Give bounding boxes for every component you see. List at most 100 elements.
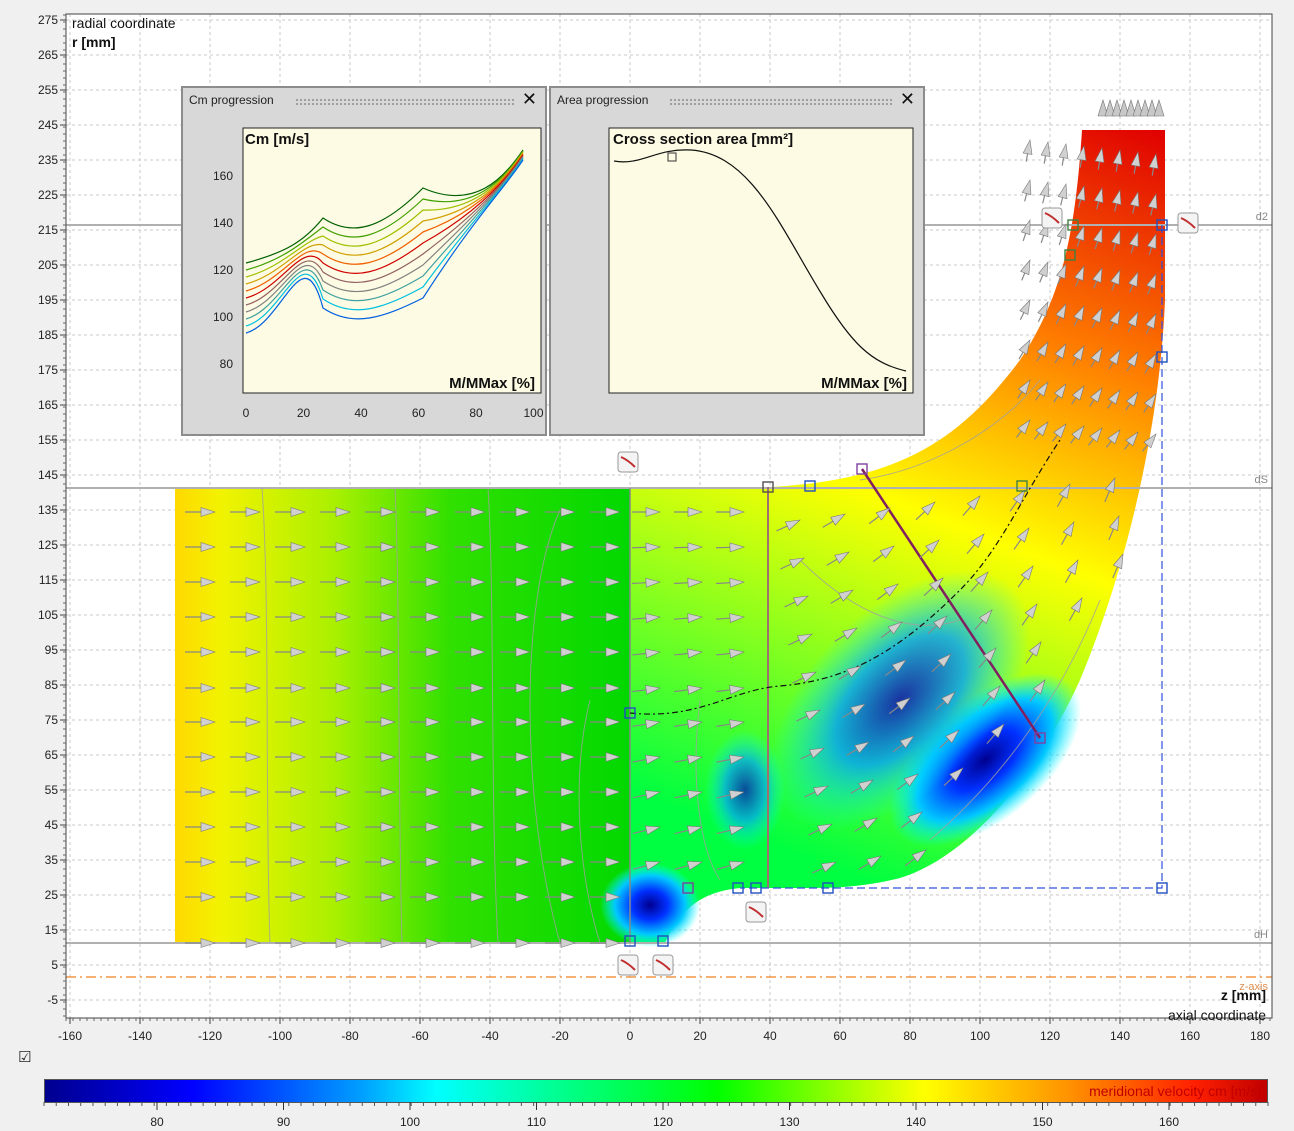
control-point-handle[interactable]: [657, 935, 669, 947]
edit-curve-icon[interactable]: [617, 451, 639, 473]
velocity-arrow: [974, 609, 993, 631]
y-tick-label: 235: [38, 153, 58, 167]
x-tick-label: -120: [198, 1029, 222, 1043]
velocity-arrow: [455, 647, 486, 657]
velocity-arrow: [365, 683, 396, 693]
area-progression-panel[interactable]: Area progression ✕ Cross section area [m…: [549, 86, 925, 436]
toggle-checkbox-icon[interactable]: ☑: [18, 1048, 32, 1066]
velocity-arrow: [320, 577, 351, 587]
edit-icons[interactable]: [617, 207, 1199, 976]
control-point-handle[interactable]: [1064, 249, 1076, 261]
cm-ylabel: Cm [m/s]: [245, 131, 309, 148]
edit-curve-icon[interactable]: [617, 954, 639, 976]
edit-curve-icon[interactable]: [1177, 212, 1199, 234]
control-point-handle[interactable]: [1016, 480, 1028, 492]
cm-x-tick: 0: [243, 406, 250, 420]
velocity-arrow: [876, 583, 899, 601]
velocity-arrow: [365, 787, 396, 797]
velocity-arrow: [1021, 179, 1032, 202]
velocity-arrow: [1108, 515, 1120, 541]
outlet-arrow: [1146, 98, 1158, 117]
velocity-arrow: [455, 717, 486, 727]
control-point-handle[interactable]: [1156, 219, 1168, 231]
velocity-arrow: [1054, 343, 1067, 364]
y-tick-label: 25: [45, 888, 59, 902]
velocity-arrow: [410, 938, 441, 948]
control-point-handle[interactable]: [804, 480, 816, 492]
x-tick-label: -20: [551, 1029, 569, 1043]
cm-curve: [245, 153, 524, 292]
control-point-handle[interactable]: [856, 463, 868, 475]
velocity-arrow: [320, 857, 351, 867]
velocity-arrow: [185, 647, 216, 657]
velocity-arrow: [1035, 381, 1049, 401]
x-tick-label: 160: [1180, 1029, 1200, 1043]
y-axis-ticks: 2752652552452352252152051951851751651551…: [38, 13, 66, 1017]
velocity-arrow: [275, 577, 306, 587]
edit-curve-icon[interactable]: [652, 954, 674, 976]
velocity-arrow: [230, 938, 261, 948]
cm-x-tick: 40: [354, 406, 368, 420]
low-velocity-zone-2: [770, 570, 1030, 830]
velocity-arrow: [1037, 301, 1049, 323]
x-tick-label: 80: [903, 1029, 917, 1043]
velocity-arrow: [1146, 273, 1157, 295]
control-point-handle[interactable]: [762, 481, 774, 493]
control-point-handle[interactable]: [1156, 351, 1168, 363]
cm-y-ticks: 160 140 120 100 80: [213, 169, 233, 371]
panel-grip[interactable]: [669, 98, 893, 105]
panel-grip[interactable]: [295, 98, 515, 105]
cm-progression-panel[interactable]: Cm progression ✕ Cm [m/s] M/MMax [%] 160…: [181, 86, 547, 436]
control-point-handle[interactable]: [1156, 882, 1168, 894]
control-point-handle[interactable]: [682, 882, 694, 894]
control-points[interactable]: [624, 219, 1168, 947]
velocity-arrow: [1017, 379, 1031, 399]
trailing-edge-line: [860, 468, 1042, 739]
velocity-arrow: [410, 857, 441, 867]
edit-curve-icon[interactable]: [745, 901, 767, 923]
velocity-arrow: [320, 752, 351, 762]
velocity-arrow: [590, 892, 621, 902]
cm-x-tick: 100: [523, 406, 543, 420]
velocity-arrow: [365, 507, 396, 517]
velocity-arrow: [792, 671, 817, 684]
velocity-arrow: [500, 647, 531, 657]
velocity-arrow: [275, 507, 306, 517]
velocity-arrow: [410, 542, 441, 552]
cm-curve: [245, 156, 524, 313]
close-icon[interactable]: ✕: [899, 89, 915, 110]
y-tick-label: 185: [38, 328, 58, 342]
y-tick-label: 195: [38, 293, 58, 307]
control-point-handle[interactable]: [624, 935, 636, 947]
velocity-arrow: [1055, 303, 1067, 325]
velocity-arrow: [500, 507, 531, 517]
control-point-handle[interactable]: [1034, 732, 1046, 744]
close-icon[interactable]: ✕: [521, 89, 537, 110]
velocity-arrow: [674, 860, 703, 871]
cm-y-tick: 100: [213, 310, 233, 324]
velocity-arrow: [545, 857, 576, 867]
outlet-arrow: [1118, 98, 1130, 117]
colorbar-tick-label: 160: [1159, 1115, 1179, 1129]
velocity-arrow: [1058, 143, 1069, 166]
x-tick-label: -40: [481, 1029, 499, 1043]
velocity-arrow: [674, 577, 703, 588]
velocity-arrow: [1075, 185, 1086, 208]
x-tick-label: 20: [693, 1029, 707, 1043]
velocity-arrow: [834, 627, 858, 642]
velocity-arrow: [275, 542, 306, 552]
control-point-handle[interactable]: [624, 707, 636, 719]
velocity-arrow: [185, 938, 216, 948]
velocity-arrow: [1019, 299, 1031, 321]
control-point-handle[interactable]: [750, 882, 762, 894]
velocity-arrow: [590, 542, 621, 552]
control-point-handle[interactable]: [732, 882, 744, 894]
edit-curve-icon[interactable]: [1041, 207, 1063, 229]
control-point-handle[interactable]: [1067, 219, 1079, 231]
velocity-arrow: [590, 577, 621, 587]
velocity-arrow: [455, 683, 486, 693]
velocity-arrow: [1036, 341, 1049, 362]
x-tick-label: 120: [1040, 1029, 1060, 1043]
area-control-point[interactable]: [667, 152, 677, 162]
control-point-handle[interactable]: [822, 882, 834, 894]
